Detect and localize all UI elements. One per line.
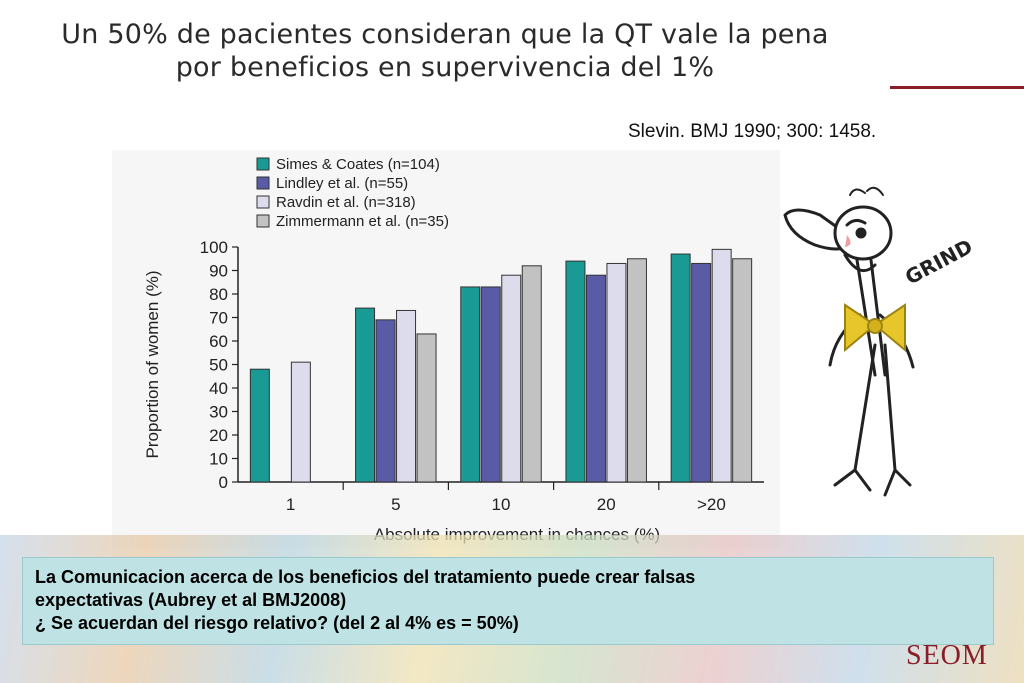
bar xyxy=(290,361,311,483)
y-tick-label: 80 xyxy=(209,285,228,304)
bar xyxy=(375,319,396,483)
bar xyxy=(626,258,647,483)
cartoon-grind-text: GRIND xyxy=(901,234,976,289)
y-tick-label: 90 xyxy=(209,262,228,281)
x-tick-label: 10 xyxy=(492,495,511,514)
legend-swatch xyxy=(256,195,270,209)
blush-mark xyxy=(845,235,851,247)
bar xyxy=(396,309,417,483)
chart-figure: Simes & Coates (n=104) Lindley et al. (n=… xyxy=(112,150,780,548)
callout-line-2: expectativas (Aubrey et al BMJ2008) xyxy=(35,590,347,610)
accent-rule xyxy=(890,86,1024,89)
x-tick-label: 20 xyxy=(597,495,616,514)
legend-label: Lindley et al. (n=55) xyxy=(276,175,408,192)
y-tick-label: 40 xyxy=(209,379,228,398)
y-tick-label: 30 xyxy=(209,403,228,422)
bar xyxy=(416,333,437,483)
bar xyxy=(732,258,753,483)
bar xyxy=(501,274,522,483)
bar xyxy=(670,253,691,483)
y-tick-label: 70 xyxy=(209,309,228,328)
slide-title: Un 50% de pacientes consideran que la QT… xyxy=(0,18,890,84)
legend-label: Ravdin et al. (n=318) xyxy=(276,194,416,211)
bar xyxy=(691,262,712,483)
bow-tie-icon xyxy=(844,303,906,353)
y-axis-title: Proportion of women (%) xyxy=(143,270,162,458)
x-tick-label: 1 xyxy=(286,495,295,514)
bar xyxy=(521,265,542,483)
legend-swatch xyxy=(256,157,270,171)
legend-swatch xyxy=(256,214,270,228)
legend-label: Zimmermann et al. (n=35) xyxy=(276,213,449,230)
title-line-1: Un 50% de pacientes consideran que la QT… xyxy=(61,19,829,50)
y-tick-label: 60 xyxy=(209,332,228,351)
legend-label: Simes & Coates (n=104) xyxy=(276,156,440,173)
bar-chart: Simes & Coates (n=104) Lindley et al. (n=… xyxy=(143,156,764,544)
citation: Slevin. BMJ 1990; 300: 1458. xyxy=(628,121,877,142)
x-tick-label: 5 xyxy=(391,495,400,514)
x-tick-label: >20 xyxy=(697,495,726,514)
bar xyxy=(606,262,627,483)
callout-line-1: La Comunicacion acerca de los beneficios… xyxy=(35,567,696,587)
bar xyxy=(585,274,606,483)
bar xyxy=(355,307,376,483)
y-tick-label: 50 xyxy=(209,356,228,375)
y-tick-label: 0 xyxy=(219,473,228,492)
bar xyxy=(711,248,732,483)
bar xyxy=(460,286,481,483)
bar xyxy=(565,260,586,483)
cartoon-figure: GRIND xyxy=(783,186,976,497)
y-tick-label: 100 xyxy=(200,238,228,257)
bar xyxy=(249,368,270,483)
callout-box: La Comunicacion acerca de los beneficios… xyxy=(22,557,994,645)
title-line-2: por beneficios en supervivencia del 1% xyxy=(175,52,715,83)
callout-line-3: ¿ Se acuerdan del riesgo relativo? (del … xyxy=(35,613,519,633)
legend-swatch xyxy=(256,176,270,190)
seom-logo: SEOM xyxy=(906,640,988,671)
bar xyxy=(480,286,501,483)
y-tick-label: 10 xyxy=(209,450,228,469)
y-tick-label: 20 xyxy=(209,426,228,445)
